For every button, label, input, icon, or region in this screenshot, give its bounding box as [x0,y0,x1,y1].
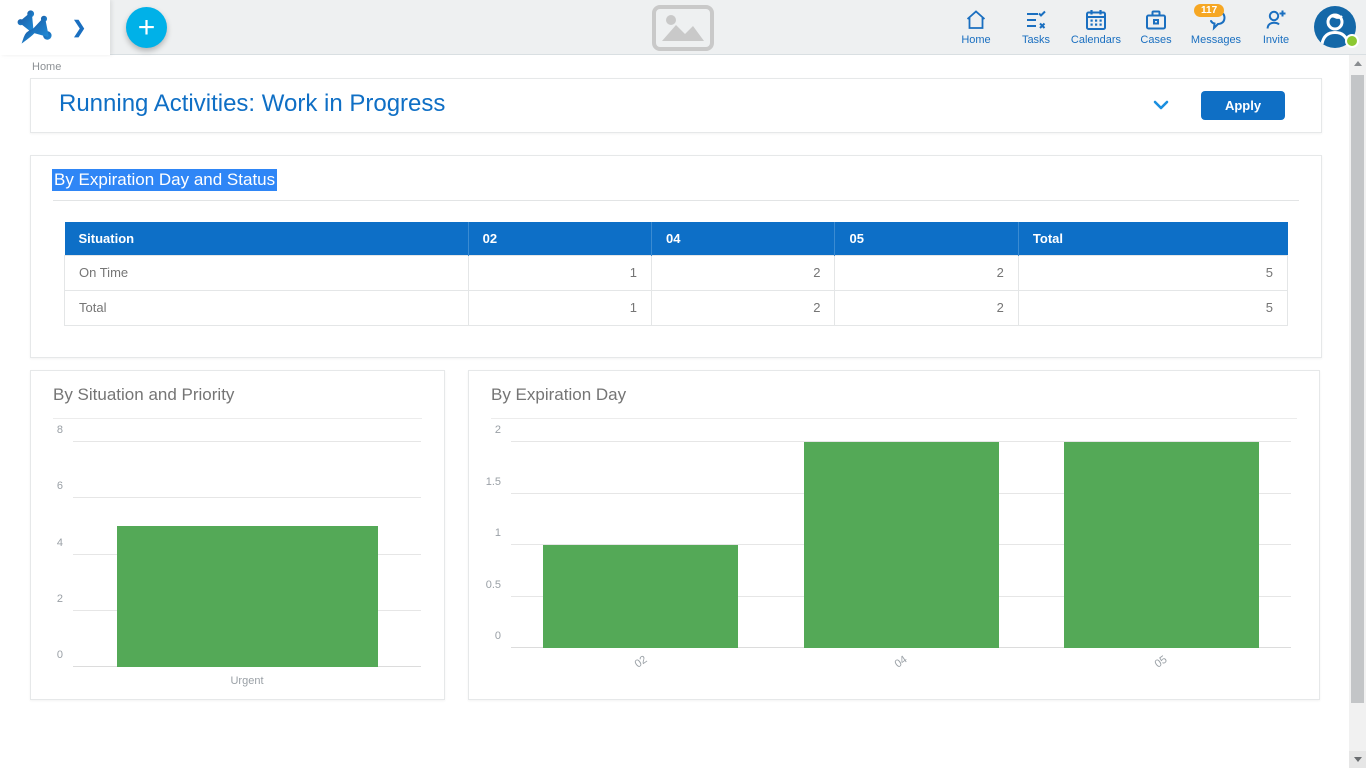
x-axis-label: Urgent [230,675,264,687]
section-title-by-expiration-day-and-status: By Expiration Day and Status [52,169,278,191]
x-axis-label: 04 [892,653,910,671]
chevron-down-icon[interactable] [1151,95,1171,115]
scroll-down-arrow-icon [1353,757,1362,762]
cell-value: 1 [467,254,653,291]
cell-value: 5 [1017,289,1289,326]
y-axis-tick: 8 [56,424,63,436]
column-header-05[interactable]: 05 [834,222,1019,255]
expiration-status-card: By Expiration Day and Status Situation 0… [30,155,1322,358]
table-row[interactable]: On Time 1 2 2 5 [64,254,1289,291]
user-avatar[interactable] [1314,6,1359,50]
add-user-icon [1266,10,1286,29]
nav-item-tasks[interactable]: Tasks [1006,0,1066,46]
section-divider [53,200,1299,201]
breadcrumb[interactable]: Home [32,61,62,73]
cell-value: 1 [467,289,653,326]
app-logo-icon[interactable] [14,8,54,48]
avatar [1314,6,1356,48]
page-header-card: Running Activities: Work in Progress App… [30,78,1322,133]
table-row[interactable]: Total 1 2 2 5 [64,289,1289,326]
table-header-row: Situation 02 04 05 Total [64,222,1288,255]
x-axis-label: 05 [1152,653,1170,671]
bar-05[interactable] [1063,442,1259,648]
y-axis-tick: 2 [56,592,63,605]
online-status-dot [1345,34,1359,48]
nav-label: Cases [1140,34,1172,46]
top-nav: Home Tasks [946,0,1306,55]
image-placeholder-icon [652,5,714,51]
nav-item-invite[interactable]: Invite [1246,0,1306,46]
y-axis-tick: 1 [494,527,501,539]
column-header-total[interactable]: Total [1018,222,1288,255]
scroll-up-button[interactable] [1349,55,1366,72]
chart-card-expiration-day: By Expiration Day 0 0.5 1 1.5 2 02 04 05 [468,370,1320,700]
y-axis-tick: 1.5 [485,475,501,488]
scrollbar-thumb[interactable] [1351,75,1364,703]
messages-count-badge: 117 [1194,4,1225,17]
chart-title: By Expiration Day [491,385,627,404]
chart-card-situation-priority: By Situation and Priority 0 2 4 6 8 Urgent [30,370,445,700]
column-header-04[interactable]: 04 [651,222,836,255]
column-header-situation[interactable]: Situation [64,222,469,255]
add-record-button[interactable]: + [126,7,167,48]
nav-item-cases[interactable]: Cases [1126,0,1186,46]
nav-label: Home [961,34,991,46]
sidebar-expand-chevron-icon[interactable]: ❯ [72,17,87,37]
cell-value: 5 [1017,254,1289,291]
apply-button[interactable]: Apply [1201,91,1285,120]
scroll-up-arrow-icon [1353,61,1362,66]
row-label: On Time [64,254,469,291]
nav-label: Messages [1190,34,1242,46]
scroll-down-button[interactable] [1349,751,1366,768]
cell-value: 2 [651,254,836,291]
y-axis-tick: 6 [56,480,63,493]
nav-label: Tasks [1021,34,1051,46]
chart-divider [53,418,422,419]
briefcase-icon [1146,10,1166,30]
bar-02[interactable] [543,545,739,648]
tasks-icon [1027,10,1046,29]
bar-04[interactable] [803,442,999,648]
column-header-02[interactable]: 02 [468,222,653,255]
logo-panel: ❯ [0,0,110,55]
nav-item-home[interactable]: Home [946,0,1006,46]
cell-value: 2 [834,254,1019,291]
x-axis-label: 02 [632,653,650,671]
bar-chart-expiration-day: 0 0.5 1 1.5 2 02 04 05 [486,424,1291,670]
chart-divider [491,418,1297,419]
gridline [73,441,421,442]
y-axis-tick: 4 [56,536,63,549]
bar-chart-situation-priority: 0 2 4 6 8 Urgent [57,424,421,687]
chart-title: By Situation and Priority [53,385,235,404]
calendar-icon [1086,10,1106,30]
bar-Urgent[interactable] [116,526,378,667]
gridline [73,497,421,499]
expiration-status-table: Situation 02 04 05 Total On Time 1 2 2 5… [64,222,1289,326]
y-axis-tick: 2 [494,424,501,436]
y-axis-tick: 0 [56,649,63,661]
home-icon [966,10,986,29]
gridline [511,441,1291,442]
vertical-scrollbar[interactable] [1349,55,1366,768]
top-bar: ❯ + Home Tasks [0,0,1366,55]
nav-item-messages[interactable]: 117 Messages [1186,0,1246,46]
cell-value: 2 [834,289,1019,326]
main-content: Home Running Activities: Work in Progres… [0,55,1349,768]
cell-value: 2 [651,289,836,326]
y-axis-tick: 0.5 [485,578,501,591]
nav-item-calendars[interactable]: Calendars [1066,0,1126,46]
y-axis-tick: 0 [494,630,501,642]
row-label: Total [64,289,469,326]
nav-label: Calendars [1070,34,1122,46]
page-title: Running Activities: Work in Progress [59,90,446,117]
nav-label: Invite [1262,34,1290,46]
